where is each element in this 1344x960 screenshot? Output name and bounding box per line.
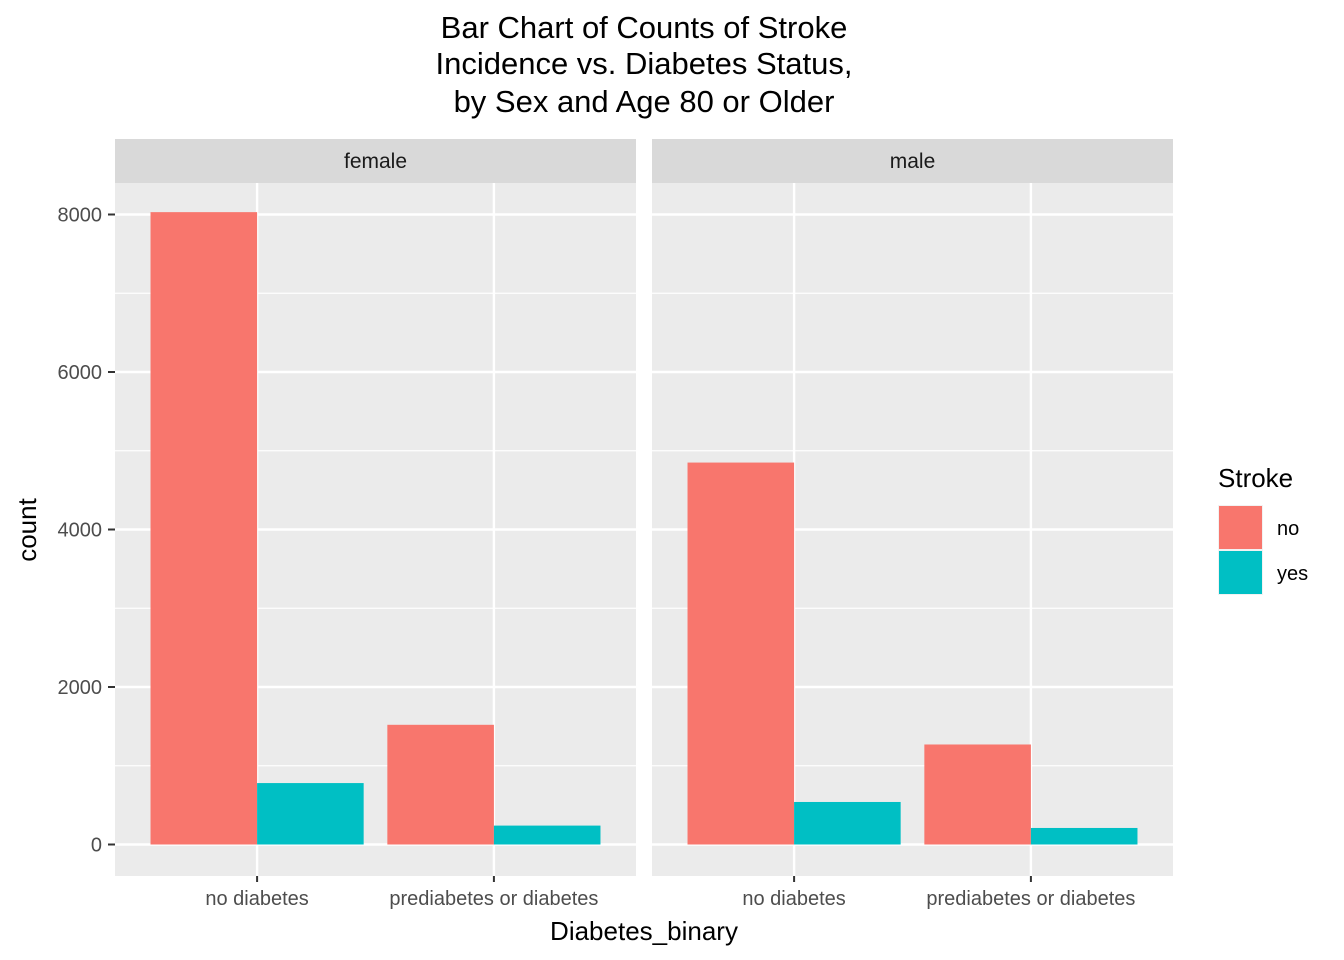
- bar-male-prediabetes-or-diabetes-yes: [1030, 827, 1138, 845]
- y-tick-label: 8000: [58, 205, 103, 227]
- facet-panel-female: female no diabetes prediabetes or diabetes: [115, 139, 636, 910]
- bar-female-prediabetes-or-diabetes-yes: [493, 825, 601, 845]
- y-tick-label: 2000: [58, 677, 103, 699]
- bar-male-no-diabetes-yes: [794, 801, 901, 845]
- facet-strip-label: male: [890, 150, 936, 173]
- legend-swatch-no: [1219, 506, 1262, 549]
- legend-title: Stroke: [1218, 463, 1293, 493]
- y-tick-label: 4000: [58, 520, 103, 542]
- facet-panel-male: male no diabetes prediabetes or diabetes: [652, 139, 1173, 910]
- x-tick-label: prediabetes or diabetes: [389, 888, 598, 910]
- legend: Stroke no yes: [1218, 463, 1308, 595]
- x-tick-label: prediabetes or diabetes: [926, 888, 1135, 910]
- bar-male-prediabetes-or-diabetes-no: [924, 744, 1031, 845]
- facet-strip-background: [115, 139, 636, 183]
- x-tick-label: no diabetes: [205, 888, 308, 910]
- facet-strip-background: [652, 139, 1173, 183]
- y-tick-label: 0: [91, 835, 102, 857]
- facet-strip-label: female: [344, 150, 407, 173]
- chart-title-line-3: by Sex and Age 80 or Older: [454, 84, 835, 119]
- chart-title: Bar Chart of Counts of Stroke Incidence …: [435, 10, 852, 119]
- legend-swatch-yes: [1219, 551, 1262, 594]
- y-tick-label: 6000: [58, 362, 103, 384]
- x-tick-label: no diabetes: [742, 888, 845, 910]
- bar-female-prediabetes-or-diabetes-no: [387, 724, 494, 845]
- legend-label-no: no: [1277, 518, 1299, 540]
- facet-panels: female no diabetes prediabetes or diabetes…: [115, 139, 1173, 910]
- x-axis-title: Diabetes_binary: [550, 916, 738, 946]
- bar-female-no-diabetes-yes: [257, 783, 364, 845]
- chart-title-line-2: Incidence vs. Diabetes Status,: [435, 46, 852, 81]
- legend-label-yes: yes: [1277, 563, 1308, 585]
- bar-male-no-diabetes-no: [687, 462, 795, 845]
- y-axis-title: count: [12, 497, 42, 561]
- chart-title-line-1: Bar Chart of Counts of Stroke: [441, 10, 848, 45]
- bar-female-no-diabetes-no: [150, 212, 258, 845]
- y-axis: 0 2000 4000 6000 8000: [58, 205, 115, 857]
